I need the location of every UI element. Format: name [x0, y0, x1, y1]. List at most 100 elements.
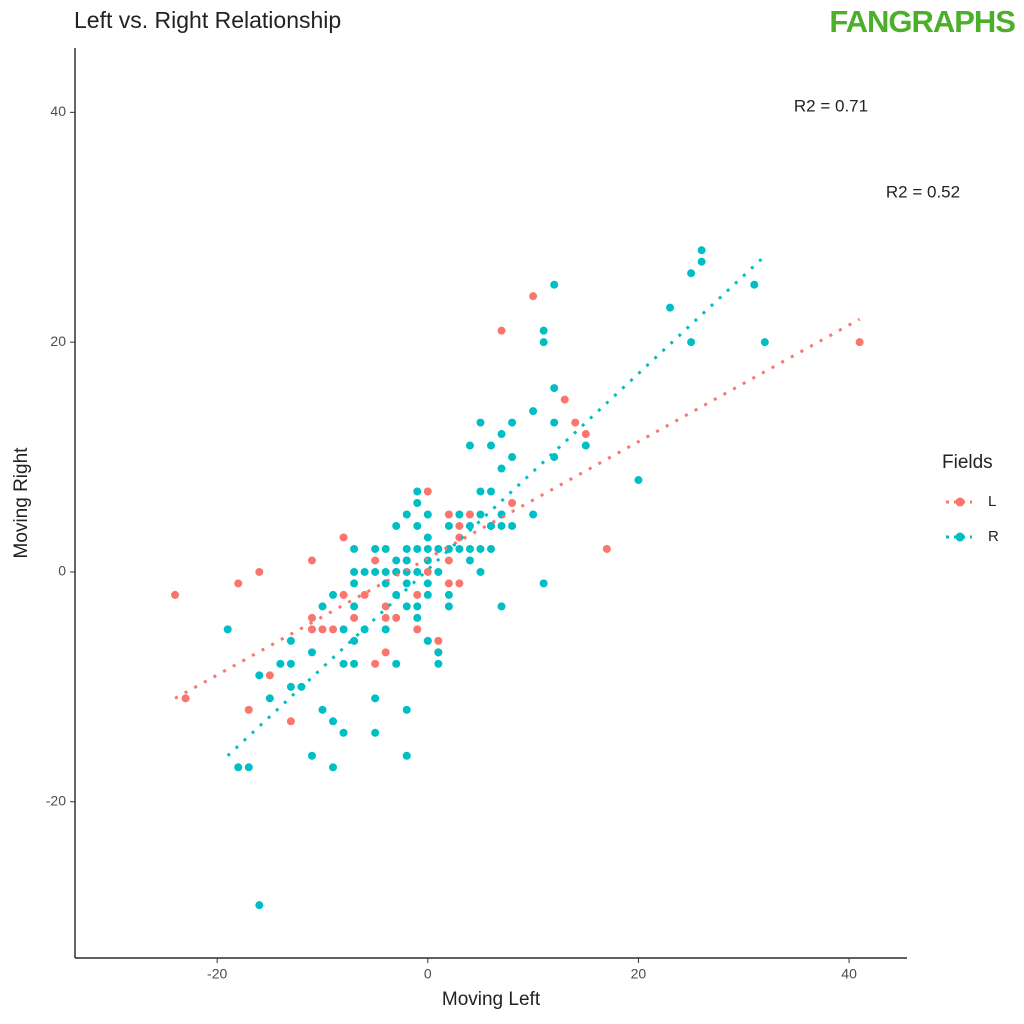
point [455, 521, 464, 530]
y-axis-title: Moving Right [11, 447, 32, 559]
point [476, 418, 485, 427]
point [286, 636, 295, 645]
logo: FANGRAPHS [829, 4, 1015, 39]
point [550, 384, 559, 393]
point [465, 544, 474, 553]
point [171, 590, 180, 599]
point [329, 590, 338, 599]
point [687, 338, 696, 347]
point [255, 671, 264, 680]
point [255, 901, 264, 910]
point [371, 728, 380, 737]
point [402, 602, 411, 611]
point [381, 648, 390, 657]
point [423, 590, 432, 599]
point [529, 407, 538, 416]
point [402, 705, 411, 714]
point [634, 476, 643, 485]
point [413, 521, 422, 530]
legend-label: L [988, 493, 996, 510]
y-tick-label: 40 [50, 103, 66, 119]
point [508, 521, 517, 530]
point [234, 763, 243, 772]
point [465, 521, 474, 530]
legend-label: R [988, 528, 999, 545]
point [434, 544, 443, 553]
point [581, 441, 590, 450]
point [402, 751, 411, 760]
point [487, 544, 495, 553]
point [581, 430, 590, 439]
point [413, 625, 422, 634]
point [539, 326, 548, 335]
point [339, 659, 348, 668]
point [402, 579, 411, 588]
point [381, 613, 390, 622]
point [339, 625, 348, 634]
point [444, 590, 453, 599]
point [476, 567, 485, 576]
point [307, 613, 316, 622]
point [318, 705, 327, 714]
point [360, 590, 369, 599]
chart-title: Left vs. Right Relationship [74, 7, 341, 33]
point [339, 728, 348, 737]
point [465, 556, 474, 565]
point [350, 567, 359, 576]
point [329, 625, 338, 634]
point [371, 544, 380, 553]
point [444, 602, 453, 611]
point [329, 717, 338, 726]
x-axis-title: Moving Left [442, 989, 541, 1010]
point [444, 521, 453, 530]
point [381, 567, 390, 576]
point [423, 544, 432, 553]
point [434, 659, 443, 668]
point [413, 602, 422, 611]
point [255, 567, 264, 576]
point [497, 602, 506, 611]
point [381, 544, 390, 553]
point [423, 579, 432, 588]
point [497, 430, 506, 439]
point [350, 613, 359, 622]
point [465, 441, 474, 450]
point [423, 487, 432, 496]
point [392, 659, 401, 668]
point [392, 521, 401, 530]
point [697, 257, 706, 266]
point [413, 613, 422, 622]
point [276, 659, 285, 668]
point [497, 464, 506, 473]
point [423, 636, 432, 645]
point [423, 533, 432, 542]
point [350, 579, 359, 588]
x-tick-label: 0 [424, 966, 432, 982]
point [550, 280, 559, 289]
point [508, 418, 517, 427]
point [402, 556, 411, 565]
point [529, 292, 538, 301]
x-tick-label: 40 [841, 966, 857, 982]
point [444, 579, 453, 588]
point [371, 556, 380, 565]
point [444, 556, 453, 565]
point [508, 499, 517, 507]
y-tick-label: 0 [58, 563, 66, 579]
point [455, 533, 464, 542]
trend-line [174, 317, 861, 700]
point [455, 579, 464, 588]
point [487, 441, 495, 450]
point [529, 510, 538, 519]
x-tick-label: -20 [207, 966, 227, 982]
legend-title: Fields [942, 452, 993, 473]
point [371, 567, 380, 576]
y-tick-label: -20 [46, 792, 66, 808]
point [497, 521, 506, 530]
point [350, 602, 359, 611]
point [423, 567, 432, 576]
point [476, 544, 485, 553]
point [434, 567, 443, 576]
